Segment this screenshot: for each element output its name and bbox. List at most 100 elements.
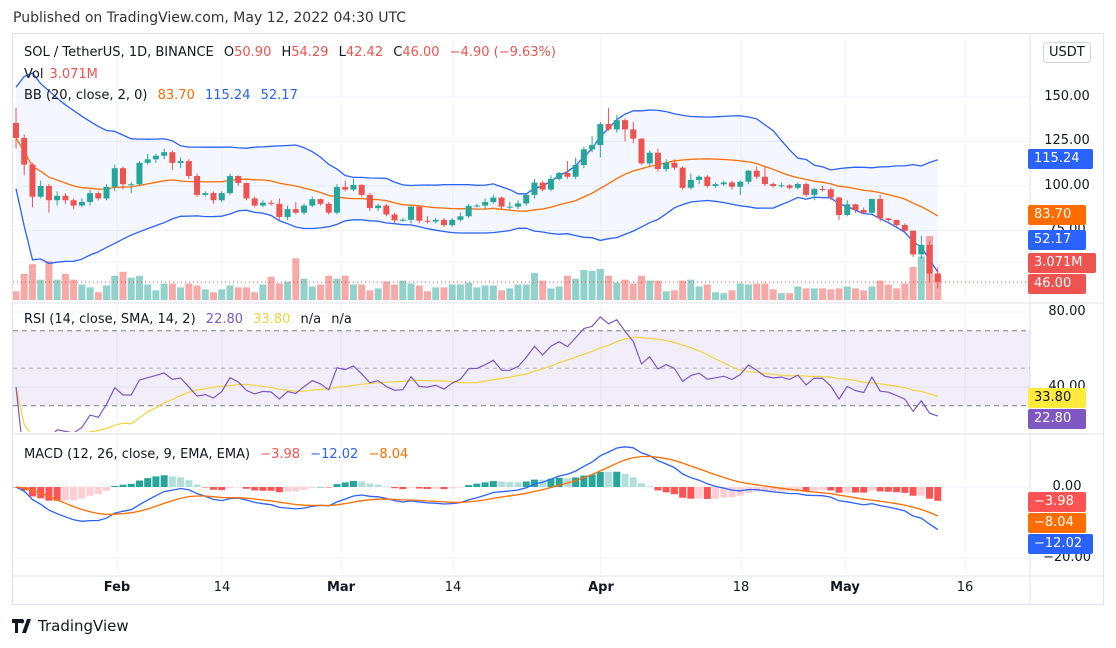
- time-tick: Apr: [588, 580, 614, 595]
- candle-body: [350, 184, 357, 190]
- macd-histogram-bar: [761, 487, 769, 492]
- candle-body: [622, 120, 629, 130]
- footer-brand[interactable]: TradingView: [12, 617, 129, 635]
- rsi-legend[interactable]: RSI (14, close, SMA, 14, 2) 22.80 33.80 …: [24, 312, 358, 327]
- macd-histogram-bar: [20, 487, 28, 491]
- volume-bar: [234, 287, 242, 300]
- volume-bar: [786, 293, 794, 300]
- macd-histogram-bar: [876, 487, 884, 492]
- macd-histogram-bar: [843, 487, 851, 493]
- volume-bar: [168, 283, 176, 300]
- macd-histogram-bar: [382, 486, 390, 487]
- bb-lower-value: 52.17: [260, 88, 298, 103]
- volume-bar: [629, 283, 637, 300]
- volume-bar: [596, 269, 604, 300]
- candle-body: [325, 203, 332, 213]
- candle-body: [342, 187, 349, 190]
- candle-body: [292, 209, 299, 213]
- volume-legend[interactable]: Vol 3.071M: [24, 67, 104, 82]
- macd-histogram-bar: [448, 487, 456, 489]
- open-label: O: [223, 45, 235, 60]
- volume-tag: 3.071M: [1028, 253, 1096, 273]
- candle-body: [531, 182, 538, 195]
- macd-histogram-bar: [456, 487, 464, 488]
- candle-body: [29, 164, 36, 197]
- volume-bar: [712, 292, 720, 300]
- candle-body: [877, 198, 884, 219]
- macd-signal-line: [15, 455, 939, 517]
- volume-bar: [218, 289, 226, 300]
- candle-body: [589, 145, 596, 150]
- macd-histogram-bar: [547, 478, 555, 487]
- candle-body: [482, 202, 489, 206]
- volume-bar: [78, 284, 86, 300]
- bb-label: BB (20, close, 2, 0): [24, 88, 148, 103]
- macd-histogram-bar: [851, 487, 859, 493]
- candle-body: [70, 200, 77, 206]
- time-tick: Feb: [103, 580, 131, 595]
- volume-bar: [201, 289, 209, 300]
- candle-body: [317, 199, 324, 204]
- candle-body: [21, 137, 28, 165]
- candle-body: [185, 161, 192, 177]
- candle-body: [638, 138, 645, 164]
- volume-bar: [687, 279, 695, 300]
- macd-histogram-bar: [399, 487, 407, 490]
- open-value: 50.90: [234, 45, 272, 60]
- macd-histogram-bar: [893, 487, 901, 493]
- candle-body: [515, 203, 522, 207]
- volume-bar: [868, 286, 876, 300]
- bb-legend[interactable]: BB (20, close, 2, 0) 83.70 115.24 52.17: [24, 88, 304, 103]
- macd-histogram-bar: [308, 487, 316, 488]
- macd-histogram-bar: [506, 482, 514, 487]
- rsi-label: RSI (14, close, SMA, 14, 2): [24, 312, 196, 327]
- macd-histogram-bar: [917, 487, 925, 496]
- macd-histogram-bar: [473, 483, 481, 487]
- currency-button[interactable]: USDT: [1043, 42, 1091, 63]
- macd-histogram-bar: [465, 485, 473, 487]
- volume-bar: [407, 283, 415, 300]
- candle-body: [704, 176, 711, 186]
- candle-body: [910, 230, 917, 255]
- candle-body: [473, 205, 480, 207]
- macd-histogram-bar: [662, 487, 670, 493]
- macd-signal-tag: −8.04: [1028, 513, 1086, 533]
- macd-histogram-bar: [646, 486, 654, 487]
- rsi-ma-tag: 33.80: [1028, 388, 1086, 408]
- candle-body: [383, 205, 390, 215]
- candle-body: [564, 173, 571, 177]
- volume-bar: [851, 288, 859, 300]
- bb-mid-value: 83.70: [157, 88, 195, 103]
- volume-bar: [333, 278, 341, 300]
- volume-bar: [382, 281, 390, 300]
- volume-bar: [424, 291, 431, 300]
- candle-body: [45, 186, 52, 201]
- volume-bar: [876, 280, 884, 300]
- macd-histogram-bar: [868, 487, 876, 491]
- volume-bar: [769, 289, 777, 300]
- volume-bar: [317, 284, 325, 300]
- macd-histogram-bar: [530, 479, 538, 487]
- volume-bar: [103, 285, 111, 300]
- symbol-title[interactable]: SOL / TetherUS, 1D, BINANCE: [24, 45, 214, 60]
- macd-histogram-bar: [70, 487, 78, 501]
- close-value: 46.00: [402, 45, 440, 60]
- macd-histogram-bar: [135, 480, 143, 487]
- candle-body: [202, 193, 209, 195]
- candle-body: [761, 176, 768, 185]
- volume-bar: [308, 286, 316, 300]
- macd-legend[interactable]: MACD (12, 26, close, 9, EMA, EMA) −3.98 …: [24, 447, 414, 462]
- volume-bar: [884, 284, 892, 300]
- volume-bar: [152, 290, 160, 300]
- macd-histogram-bar: [210, 487, 218, 490]
- macd-histogram-bar: [901, 487, 909, 493]
- candle-body: [440, 219, 447, 226]
- volume-bar: [259, 284, 267, 300]
- candle-body: [226, 176, 233, 194]
- volume-bar: [37, 279, 45, 300]
- bb-lower-line: [15, 188, 939, 273]
- macd-histogram-bar: [45, 487, 53, 501]
- candle-body: [506, 206, 513, 208]
- macd-histogram-bar: [407, 487, 415, 488]
